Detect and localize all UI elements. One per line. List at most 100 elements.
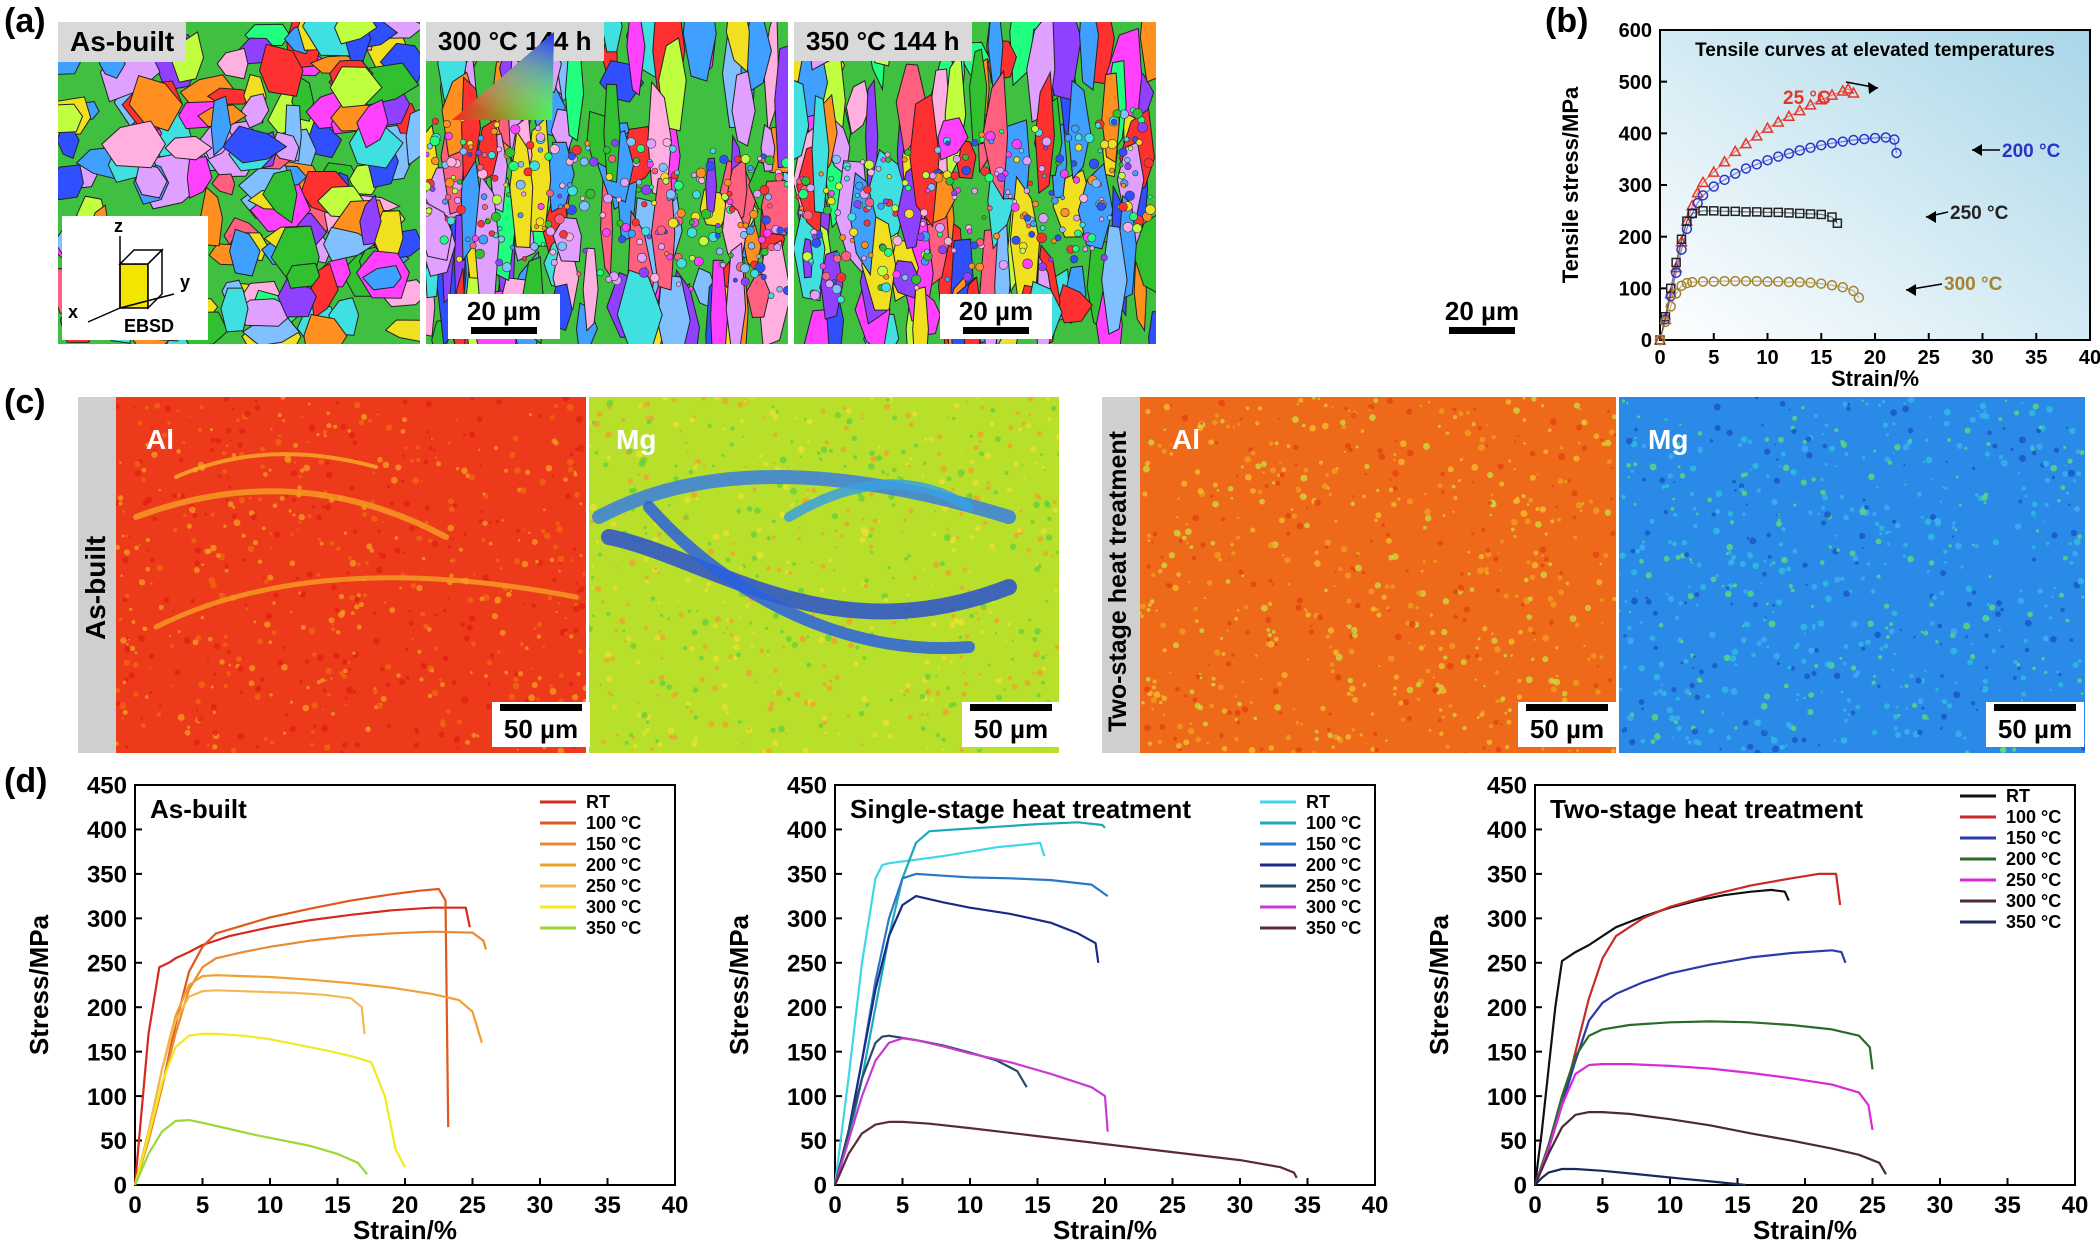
y-tick-label: 400 bbox=[1487, 817, 1527, 844]
eds-map-two-stage-al bbox=[1140, 397, 1616, 753]
data-point bbox=[1816, 139, 1827, 151]
y-tick-label: 400 bbox=[1619, 124, 1652, 146]
x-tick-label: 35 bbox=[594, 1192, 621, 1219]
x-tick-label: 10 bbox=[1756, 347, 1778, 369]
y-tick-label: 250 bbox=[1487, 950, 1527, 977]
series-line bbox=[1533, 949, 1847, 1186]
annotation-arrowhead bbox=[1972, 144, 1982, 156]
x-tick-label: 25 bbox=[459, 1192, 486, 1219]
data-point bbox=[1891, 147, 1902, 159]
y-tick-label: 200 bbox=[1619, 227, 1652, 249]
y-axis-label: Tensile stress/MPa bbox=[1558, 86, 1583, 283]
y-tick-label: 150 bbox=[787, 1039, 827, 1066]
data-point bbox=[1826, 137, 1838, 149]
series-line bbox=[1533, 888, 1790, 1186]
legend-label: 250 °C bbox=[586, 876, 641, 896]
x-tick-label: 5 bbox=[896, 1192, 909, 1219]
chart-title: Two-stage heat treatment bbox=[1550, 794, 1863, 824]
annotation-label: 250 °C bbox=[1950, 203, 2009, 224]
data-point bbox=[1761, 121, 1774, 133]
y-tick-label: 100 bbox=[1619, 279, 1652, 301]
data-point bbox=[1708, 276, 1719, 287]
panel-label-a: (a) bbox=[4, 2, 46, 40]
x-tick-label: 15 bbox=[1024, 1192, 1051, 1219]
x-tick-label: 40 bbox=[2079, 347, 2100, 369]
x-tick-label: 15 bbox=[1724, 1192, 1751, 1219]
y-tick-label: 350 bbox=[787, 862, 827, 889]
y-tick-label: 150 bbox=[1487, 1039, 1527, 1066]
y-tick-label: 0 bbox=[1641, 330, 1652, 352]
plot-frame bbox=[1534, 784, 2076, 1186]
data-point bbox=[1692, 197, 1703, 209]
y-tick-label: 250 bbox=[87, 950, 127, 977]
x-axis-label: Strain/% bbox=[353, 1215, 457, 1245]
legend-label: 300 °C bbox=[586, 897, 641, 917]
data-point bbox=[1837, 282, 1848, 293]
y-tick-label: 200 bbox=[1487, 995, 1527, 1022]
data-point bbox=[1794, 276, 1805, 288]
stress-strain-chart-as-built: 0 5 10 15 20 25 30 35 40 0 50 100 150 200 250 300 350 400… bbox=[20, 760, 700, 1257]
data-point bbox=[1707, 165, 1721, 177]
data-point bbox=[1814, 93, 1828, 105]
data-point bbox=[1795, 208, 1805, 219]
y-tick-label: 450 bbox=[1487, 773, 1527, 800]
scale-bar-c3: 50 µm bbox=[1518, 702, 1616, 747]
c-right-sidebar bbox=[1102, 397, 1140, 753]
y-tick-label: 250 bbox=[787, 950, 827, 977]
y-tick-label: 100 bbox=[87, 1084, 127, 1111]
x-axis-label: Strain/% bbox=[1753, 1215, 1857, 1245]
data-point bbox=[1719, 206, 1730, 217]
data-point bbox=[1816, 209, 1826, 220]
data-point bbox=[1697, 190, 1709, 201]
y-tick-label: 400 bbox=[787, 817, 827, 844]
x-tick-label: 30 bbox=[1227, 1192, 1254, 1219]
data-point bbox=[1708, 181, 1719, 192]
data-point bbox=[1782, 109, 1796, 122]
c-left-sidebar bbox=[78, 397, 116, 753]
series-line bbox=[1533, 1063, 1874, 1186]
legend-label: 300 °C bbox=[1306, 897, 1361, 917]
data-point bbox=[1654, 334, 1666, 346]
legend-label: 100 °C bbox=[1306, 813, 1361, 833]
series-line bbox=[833, 841, 1046, 1186]
data-point bbox=[1740, 275, 1752, 287]
ebsd-label-300c: 300 °C 144 h bbox=[426, 22, 604, 61]
x-tick-label: 10 bbox=[257, 1192, 284, 1219]
data-point bbox=[1805, 209, 1816, 219]
data-point bbox=[1697, 276, 1709, 287]
data-point bbox=[1751, 159, 1762, 170]
legend-label: 350 °C bbox=[2006, 912, 2061, 932]
scale-bar-a1: 20 µm bbox=[448, 294, 560, 339]
data-point bbox=[1728, 144, 1742, 157]
data-point bbox=[1832, 218, 1843, 228]
series-line bbox=[133, 930, 488, 1186]
data-point bbox=[1741, 207, 1751, 217]
ebsd-axis-glyph: z y x EBSD bbox=[62, 216, 208, 340]
legend-label: 200 °C bbox=[2006, 849, 2061, 869]
data-point bbox=[1825, 88, 1839, 100]
data-point bbox=[1718, 155, 1731, 167]
y-tick-label: 450 bbox=[87, 773, 127, 800]
data-point bbox=[1853, 292, 1865, 303]
y-tick-label: 0 bbox=[1514, 1173, 1527, 1200]
axis-x-label: x bbox=[68, 302, 79, 322]
eds-map-as-built-al bbox=[116, 397, 586, 753]
data-point bbox=[1841, 82, 1855, 94]
data-point bbox=[1698, 206, 1708, 216]
y-axis-label: Stress/MPa bbox=[24, 914, 54, 1055]
data-point bbox=[1783, 148, 1795, 159]
eds-map-two-stage-mg bbox=[1619, 397, 2085, 753]
data-point bbox=[1848, 285, 1859, 297]
x-tick-label: 15 bbox=[324, 1192, 351, 1219]
plot-background bbox=[1660, 30, 2090, 340]
tensile-chart-b: 0 5 10 15 20 25 30 35 40 0 100 200 300 400 500 600 Strai… bbox=[1540, 0, 2100, 400]
panel-label-c: (c) bbox=[4, 383, 46, 421]
y-axis-label: Stress/MPa bbox=[1424, 914, 1454, 1055]
legend-label: 250 °C bbox=[1306, 876, 1361, 896]
ebsd-caption: EBSD bbox=[124, 316, 175, 336]
data-point bbox=[1762, 276, 1773, 287]
data-point bbox=[1730, 206, 1740, 217]
data-point bbox=[1681, 277, 1693, 289]
c-left-group-label: As-built bbox=[80, 535, 111, 640]
x-tick-label: 10 bbox=[957, 1192, 984, 1219]
